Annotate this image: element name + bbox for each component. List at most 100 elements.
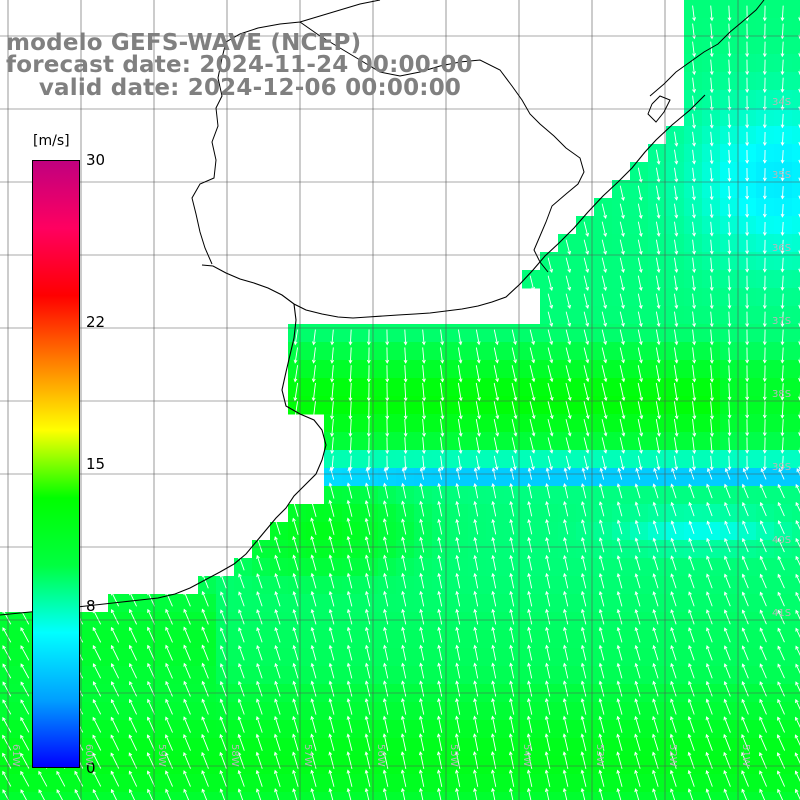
wind-arrow — [709, 95, 714, 111]
wind-arrow — [655, 293, 661, 310]
wind-arrow — [652, 501, 659, 517]
wind-arrow — [598, 501, 605, 517]
wind-arrow — [798, 158, 800, 164]
wind-arrow — [655, 257, 661, 274]
wind-arrow — [330, 419, 334, 438]
wind-arrow — [727, 401, 732, 419]
wind-arrow — [529, 400, 536, 420]
wind-arrow — [293, 365, 299, 383]
wind-arrow — [652, 662, 659, 679]
wind-arrow — [346, 662, 353, 679]
wind-arrow — [128, 626, 138, 643]
wind-arrow — [692, 311, 696, 328]
wind-arrow — [687, 716, 695, 733]
wind-arrow — [385, 437, 390, 455]
wind-arrow — [674, 329, 679, 346]
wind-speed-cell — [792, 648, 800, 667]
wind-arrow — [511, 329, 517, 346]
wind-arrow — [780, 293, 785, 310]
wind-arrow — [310, 499, 317, 517]
wind-arrow — [563, 501, 569, 517]
wind-arrow — [692, 41, 696, 58]
wind-arrow — [601, 275, 607, 291]
wind-arrow — [727, 419, 732, 437]
wind-arrow — [56, 789, 63, 800]
wind-arrow — [455, 662, 461, 679]
wind-arrow — [674, 185, 679, 201]
wind-arrow — [692, 329, 696, 346]
wind-speed-cell — [702, 792, 721, 800]
wind-speed-cell — [378, 792, 397, 800]
wind-arrow — [759, 698, 767, 715]
wind-speed-cell — [792, 720, 800, 739]
wind-arrow — [292, 769, 299, 787]
wind-speed-cell — [792, 72, 800, 91]
longitude-label: 57W — [302, 744, 313, 767]
wind-arrow — [419, 608, 425, 625]
wind-arrow — [565, 347, 572, 364]
wind-arrow — [780, 41, 785, 58]
wind-arrow — [238, 680, 245, 697]
wind-arrow — [798, 248, 800, 255]
wind-arrow — [563, 483, 569, 499]
wind-arrow — [38, 770, 48, 787]
wind-arrow — [473, 644, 479, 661]
wind-arrow — [601, 311, 607, 328]
wind-arrow — [92, 788, 99, 800]
wind-arrow — [129, 591, 137, 607]
wind-arrow — [777, 698, 785, 715]
wind-arrow — [310, 572, 317, 589]
wind-arrow — [706, 501, 713, 517]
wind-arrow — [637, 311, 643, 328]
wind-arrow — [419, 662, 425, 679]
wind-arrow — [652, 609, 659, 625]
wind-arrow — [364, 715, 371, 733]
wind-arrow — [419, 697, 425, 715]
wind-arrow — [437, 536, 443, 553]
wind-arrow — [147, 680, 155, 697]
wind-arrow — [110, 644, 120, 661]
wind-arrow — [709, 311, 714, 328]
wind-arrow — [780, 59, 785, 76]
wind-arrow — [238, 627, 245, 643]
wind-arrow — [508, 769, 515, 787]
wind-arrow — [509, 715, 515, 733]
wind-arrow — [455, 644, 461, 661]
colorbar-unit: [m/s] — [33, 133, 70, 149]
wind-speed-cell — [792, 252, 800, 271]
wind-arrow — [565, 239, 572, 255]
wind-arrow — [655, 311, 661, 328]
wind-arrow — [146, 770, 156, 787]
wind-arrow — [759, 520, 767, 535]
wind-arrow — [401, 680, 407, 697]
wind-arrow — [655, 329, 661, 346]
wind-arrow — [601, 365, 608, 383]
wind-speed-cell — [792, 558, 800, 577]
wind-arrow — [440, 400, 445, 420]
wind-arrow — [598, 715, 605, 733]
wind-arrow — [366, 329, 371, 346]
wind-arrow — [310, 535, 317, 553]
wind-arrow — [745, 149, 750, 164]
wind-arrow — [745, 383, 750, 401]
wind-arrow — [616, 788, 622, 800]
wind-arrow — [619, 347, 625, 364]
wind-arrow — [20, 716, 30, 733]
wind-arrow — [364, 499, 371, 517]
wind-arrow — [527, 698, 533, 715]
wind-speed-cell — [342, 792, 361, 800]
wind-arrow — [727, 149, 732, 165]
wind-arrow — [742, 520, 749, 535]
wind-arrow — [583, 311, 590, 327]
wind-arrow — [583, 221, 590, 237]
wind-arrow — [692, 221, 696, 237]
wind-arrow — [419, 518, 425, 535]
wind-speed-cell — [792, 522, 800, 541]
wind-arrow — [509, 536, 515, 553]
wind-arrow — [509, 662, 515, 679]
wind-arrow — [511, 455, 517, 471]
wind-arrow — [328, 644, 335, 661]
wind-arrow — [580, 787, 586, 800]
wind-arrow — [509, 518, 515, 535]
wind-arrow — [762, 365, 767, 383]
